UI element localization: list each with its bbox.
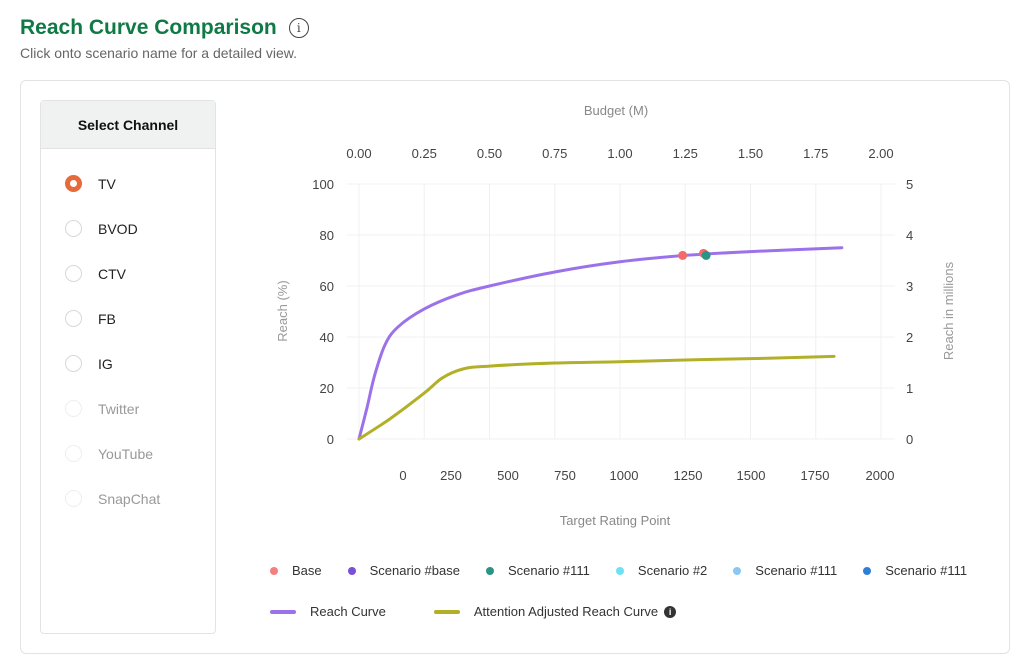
left-tick-label: 100: [312, 177, 334, 192]
channel-label: CTV: [98, 265, 126, 282]
bottom-tick-label: 1750: [801, 468, 830, 483]
attention-reach-curve-line: [357, 354, 836, 441]
channel-label: TV: [98, 175, 116, 192]
right-tick-label: 2: [906, 330, 913, 345]
channel-radio-tv[interactable]: TV: [41, 161, 215, 206]
radio-circle-icon[interactable]: [65, 220, 82, 237]
channel-radio-ctv[interactable]: CTV: [41, 251, 215, 296]
right-tick-label: 4: [906, 228, 913, 243]
right-axis-title: Reach in millions: [941, 261, 956, 360]
channel-panel-title: Select Channel: [41, 101, 215, 149]
legend-label: Scenario #111: [507, 563, 590, 578]
top-tick-label: 0.50: [477, 146, 502, 161]
right-tick-label: 1: [906, 381, 913, 396]
channel-radio-bvod[interactable]: BVOD: [41, 206, 215, 251]
legend-line-item[interactable]: Attention Adjusted Reach Curve i: [433, 604, 677, 619]
right-tick-label: 3: [906, 279, 913, 294]
legend-item[interactable]: Base: [270, 563, 322, 578]
top-tick-label: 1.75: [803, 146, 828, 161]
scenario-point: [678, 250, 688, 260]
legend-dot-icon: [615, 566, 624, 575]
left-tick-label: 40: [320, 330, 334, 345]
radio-circle-icon[interactable]: [65, 445, 82, 462]
info-icon[interactable]: i: [288, 18, 309, 38]
left-tick-label: 60: [320, 279, 334, 294]
top-axis-title: Budget (M): [584, 103, 648, 118]
bottom-tick-label: 750: [554, 468, 576, 483]
legend-dot-icon: [863, 566, 872, 575]
right-tick-label: 0: [906, 432, 913, 447]
bottom-tick-label: 500: [497, 468, 519, 483]
top-tick-label: 2.00: [868, 146, 893, 161]
channel-label: YouTube: [98, 445, 154, 462]
curve-legend: Reach Curve Attention Adjusted Reach Curv…: [270, 604, 724, 619]
channel-panel: Select Channel TV BVOD CTV FB IG Twitter YouTu…: [40, 100, 216, 634]
left-tick-label: 80: [320, 228, 334, 243]
top-tick-label: 1.00: [607, 146, 632, 161]
legend-label: Scenario #2: [637, 563, 708, 578]
bottom-tick-label: 1250: [674, 468, 703, 483]
channel-label: SnapChat: [98, 490, 161, 507]
legend-item[interactable]: Scenario #111: [863, 563, 967, 578]
channel-radio-twitter: Twitter: [41, 386, 215, 431]
bottom-axis-title: Target Rating Point: [560, 513, 671, 528]
channel-label: IG: [98, 355, 113, 372]
legend-label: Reach Curve: [310, 604, 386, 619]
page-title: Reach Curve Comparison i: [20, 16, 309, 40]
legend-label: Base: [292, 563, 322, 578]
top-tick-label: 0.75: [542, 146, 567, 161]
legend-item[interactable]: Scenario #111: [733, 563, 837, 578]
channel-radio-ig[interactable]: IG: [41, 341, 215, 386]
reach-chart: 0.00 0.25 0.50 0.75 1.00 1.25 1.50 1.75 2.000 020…: [275, 103, 956, 528]
legend-dot-icon: [347, 566, 356, 575]
title-text: Reach Curve Comparison: [20, 16, 277, 39]
channel-radio-snapchat: SnapChat: [41, 476, 215, 521]
legend-dot-icon: [485, 566, 494, 575]
legend-label: Attention Adjusted Reach Curve: [473, 604, 659, 619]
scenario-point: [701, 250, 711, 260]
bottom-tick-label: 2000: [866, 468, 895, 483]
radio-circle-icon[interactable]: [65, 310, 82, 327]
legend-item[interactable]: Scenario #111: [485, 563, 590, 578]
radio-circle-icon[interactable]: [65, 265, 82, 282]
channel-label: Twitter: [98, 400, 140, 417]
bottom-tick-label: 1000: [610, 468, 639, 483]
bottom-tick-label: 0: [399, 468, 406, 483]
legend-dot-icon: [733, 566, 742, 575]
left-axis-title: Reach (%): [275, 280, 290, 341]
radio-circle-icon[interactable]: [65, 490, 82, 507]
legend-line-icon: [270, 609, 296, 614]
legend-item[interactable]: Scenario #2: [615, 563, 708, 578]
top-tick-label: 1.50: [738, 146, 763, 161]
reach-curve-line: [357, 246, 844, 441]
bottom-tick-label: 250: [440, 468, 462, 483]
legend-label: Scenario #111: [885, 563, 968, 578]
page-subtitle: Click onto scenario name for a detailed …: [20, 45, 298, 61]
left-tick-label: 0: [327, 432, 334, 447]
legend-line-icon: [433, 609, 460, 614]
radio-circle-icon[interactable]: [65, 400, 82, 417]
bottom-tick-label: 1500: [737, 468, 766, 483]
left-tick-label: 20: [320, 381, 334, 396]
radio-circle-icon[interactable]: [65, 175, 82, 192]
legend-line-item[interactable]: Reach Curve: [270, 604, 386, 619]
legend-item[interactable]: Scenario #base: [347, 563, 460, 578]
info-icon[interactable]: i: [664, 605, 677, 618]
legend-label: Scenario #111: [755, 563, 838, 578]
radio-circle-icon[interactable]: [65, 355, 82, 372]
chart-card: [20, 80, 1010, 654]
channel-radio-fb[interactable]: FB: [41, 296, 215, 341]
top-tick-label: 0.25: [412, 146, 437, 161]
channel-label: FB: [98, 310, 116, 327]
channel-radio-youtube: YouTube: [41, 431, 215, 476]
legend-label: Scenario #base: [369, 563, 460, 578]
legend-dot-icon: [270, 566, 278, 575]
right-tick-label: 5: [906, 177, 913, 192]
channel-label: BVOD: [98, 220, 138, 237]
scenario-legend: Base Scenario #base Scenario #111 Scenario …: [270, 563, 993, 578]
top-tick-label: 1.25: [673, 146, 698, 161]
top-tick-label: 0.00: [346, 146, 371, 161]
